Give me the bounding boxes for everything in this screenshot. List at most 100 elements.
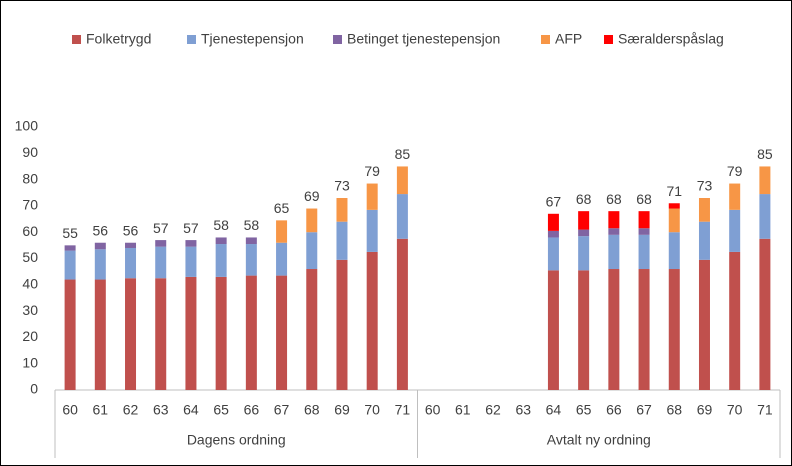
bar-segment [578, 236, 590, 271]
y-tick-label: 100 [15, 118, 39, 134]
x-tick-label: 70 [727, 402, 743, 418]
bar-segment [698, 259, 710, 390]
bar-segment [698, 221, 710, 260]
bar-segment [336, 259, 348, 390]
bar-segment [668, 269, 680, 390]
x-tick-label: 67 [274, 402, 290, 418]
x-tick-label: 60 [425, 402, 441, 418]
legend-swatch [604, 35, 613, 44]
group-label: Avtalt ny ordning [547, 432, 651, 448]
legend-label: Betinget tjenestepensjon [347, 31, 500, 47]
x-tick-label: 61 [455, 402, 471, 418]
total-label: 57 [153, 220, 169, 236]
bar-segment [276, 242, 288, 276]
bar-segment [608, 269, 620, 390]
y-tick-label: 70 [22, 197, 38, 213]
y-tick-label: 20 [22, 328, 38, 344]
bar-segment [759, 166, 771, 195]
bar-segment [547, 213, 559, 231]
bar-segment [729, 209, 741, 252]
x-tick-label: 65 [213, 402, 229, 418]
x-tick-label: 63 [153, 402, 169, 418]
bar-segment [64, 250, 76, 280]
y-tick-label: 80 [22, 170, 38, 186]
legend-label: Tjenestepensjon [201, 31, 304, 47]
bar-segment [578, 270, 590, 390]
y-tick-label: 10 [22, 354, 38, 370]
bar-segment [608, 211, 620, 229]
bar-segment [306, 208, 318, 233]
total-label: 73 [334, 178, 350, 194]
bar-segment [729, 183, 741, 210]
x-tick-label: 62 [123, 402, 139, 418]
bar-segment [155, 246, 167, 279]
bar-segment [668, 208, 680, 233]
bar-segment [547, 270, 559, 390]
x-tick-label: 71 [757, 402, 773, 418]
total-label: 55 [62, 225, 78, 241]
x-tick-label: 71 [395, 402, 411, 418]
bar-segment [638, 228, 650, 235]
bar-segment [276, 275, 288, 390]
bar-segment [578, 211, 590, 230]
total-label: 73 [697, 178, 713, 194]
x-tick-label: 64 [183, 402, 199, 418]
bar-segment [366, 183, 378, 210]
bar-segment [336, 221, 348, 260]
x-tick-label: 61 [93, 402, 109, 418]
x-tick-label: 62 [485, 402, 501, 418]
bar-segment [125, 247, 137, 279]
bar-segment [125, 278, 137, 390]
total-label: 58 [213, 217, 229, 233]
total-label: 68 [636, 191, 652, 207]
bar-segment [668, 232, 680, 270]
x-tick-label: 68 [304, 402, 320, 418]
total-label: 67 [546, 193, 562, 209]
bar-segment [215, 237, 227, 245]
bar-segment [185, 240, 197, 247]
bar-segment [306, 232, 318, 270]
bar-segment [185, 246, 197, 277]
x-tick-label: 66 [606, 402, 622, 418]
bar-segment [215, 244, 227, 277]
bar-segment [698, 198, 710, 222]
bar-segment [125, 242, 137, 248]
total-label: 79 [727, 163, 743, 179]
legend-label: AFP [555, 31, 582, 47]
x-tick-label: 68 [666, 402, 682, 418]
bar-segment [94, 279, 106, 390]
bar-segment [64, 245, 76, 251]
bar-segment [155, 240, 167, 247]
x-tick-label: 65 [576, 402, 592, 418]
x-tick-label: 63 [515, 402, 531, 418]
total-label: 65 [274, 200, 290, 216]
y-tick-label: 90 [22, 144, 38, 160]
bar-segment [396, 166, 408, 195]
bar-segment [245, 244, 257, 276]
total-label: 85 [395, 146, 411, 162]
x-tick-label: 69 [334, 402, 350, 418]
total-label: 56 [93, 222, 109, 238]
bar-segment [276, 220, 288, 243]
bar-segment [638, 269, 650, 390]
total-label: 68 [606, 191, 622, 207]
total-label: 58 [244, 217, 260, 233]
x-tick-label: 64 [546, 402, 562, 418]
x-tick-label: 70 [364, 402, 380, 418]
bar-segment [185, 276, 197, 390]
bar-segment [94, 242, 106, 250]
legend-label: Folketrygd [86, 31, 151, 47]
bar-segment [155, 278, 167, 390]
total-label: 69 [304, 188, 320, 204]
total-label: 56 [123, 222, 139, 238]
total-label: 57 [183, 220, 199, 236]
bar-segment [547, 237, 559, 271]
bar-segment [336, 198, 348, 222]
bar-segment [396, 238, 408, 390]
legend-swatch [541, 35, 550, 44]
bar-segment [729, 251, 741, 390]
bar-segment [668, 203, 680, 209]
bar-segment [215, 276, 227, 390]
group-label: Dagens ordning [187, 432, 286, 448]
